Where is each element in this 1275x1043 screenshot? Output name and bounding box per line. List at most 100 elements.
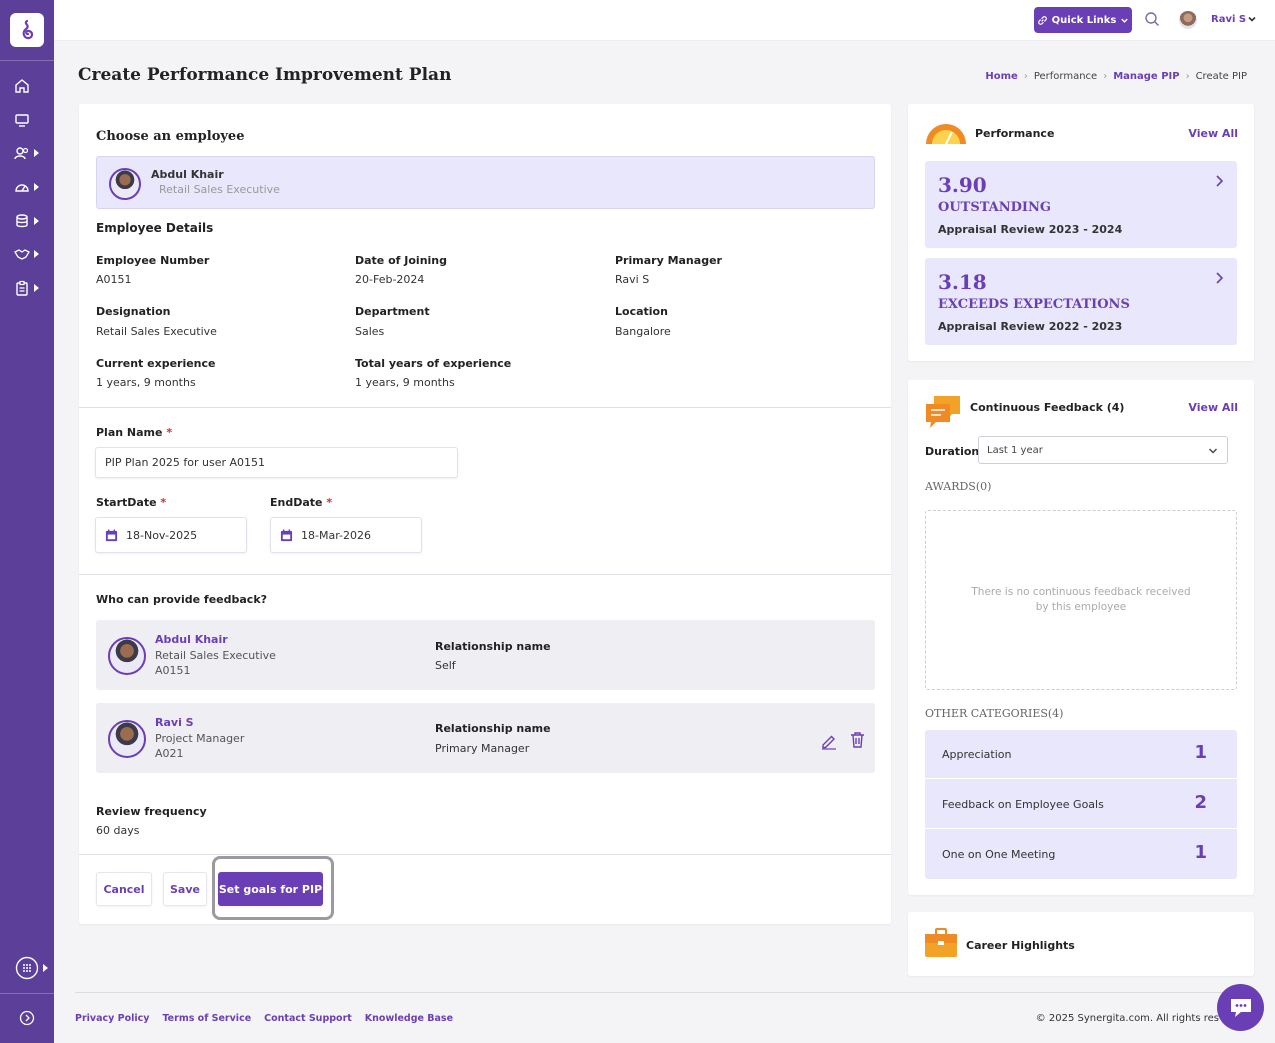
provider-avatar <box>108 637 146 675</box>
expand-arrow-icon <box>19 1010 35 1026</box>
monitor-icon <box>15 114 29 127</box>
category-item[interactable]: Appreciation 1 <box>925 730 1237 779</box>
detail-value: 1 years, 9 months <box>355 376 455 389</box>
sidebar-item-database[interactable] <box>14 210 48 232</box>
relationship-label: Relationship name <box>435 722 551 735</box>
provider-id: A021 <box>155 747 184 760</box>
database-icon <box>16 214 28 228</box>
career-highlights-title: Career Highlights <box>966 939 1075 952</box>
performance-view-all-link[interactable]: View All <box>1188 127 1238 140</box>
career-highlights-card[interactable]: Career Highlights <box>908 912 1254 976</box>
detail-value: 20-Feb-2024 <box>355 273 425 286</box>
chevron-right-icon <box>1216 272 1223 284</box>
detail-value: Retail Sales Executive <box>96 325 217 338</box>
choose-employee-heading: Choose an employee <box>96 129 245 144</box>
sidebar-item-apps[interactable] <box>15 956 49 980</box>
caret-right-icon <box>34 250 39 258</box>
contact-support-link[interactable]: Contact Support <box>264 1013 352 1024</box>
selected-employee-title: Retail Sales Executive <box>159 183 280 196</box>
caret-right-icon <box>34 284 39 292</box>
start-date-label-text: StartDate <box>96 496 157 509</box>
calendar-icon <box>105 528 118 541</box>
pip-form-card: Choose an employee Abdul Khair Retail Sa… <box>79 104 891 924</box>
apps-grid-icon <box>15 956 39 980</box>
user-name[interactable]: Ravi S <box>1211 14 1247 25</box>
chat-icon <box>1230 998 1251 1017</box>
end-date-input[interactable]: 18-Mar-2026 <box>270 517 422 553</box>
quick-links-button[interactable]: Quick Links <box>1034 7 1132 33</box>
knowledge-base-link[interactable]: Knowledge Base <box>364 1013 454 1024</box>
review-rating: EXCEEDS EXPECTATIONS <box>938 297 1130 312</box>
detail-value: 1 years, 9 months <box>96 376 196 389</box>
performance-title: Performance <box>975 127 1055 140</box>
detail-label: Current experience <box>96 357 216 370</box>
user-avatar[interactable] <box>1179 11 1197 29</box>
start-date-value: 18-Nov-2025 <box>126 528 198 542</box>
detail-value: Sales <box>355 325 385 338</box>
breadcrumb-separator: › <box>1023 71 1028 82</box>
breadcrumb-separator: › <box>1185 71 1190 82</box>
provider-title: Project Manager <box>155 732 245 745</box>
home-icon <box>15 79 29 93</box>
caret-right-icon <box>43 964 48 972</box>
category-item[interactable]: One on One Meeting 1 <box>925 830 1237 879</box>
search-button[interactable] <box>1144 11 1160 30</box>
category-item[interactable]: Feedback on Employee Goals 2 <box>925 780 1237 829</box>
app-logo[interactable] <box>10 13 44 47</box>
employee-selector[interactable]: Abdul Khair Retail Sales Executive <box>96 156 875 209</box>
breadcrumb-manage-pip[interactable]: Manage PIP <box>1113 71 1180 82</box>
user-menu-chevron[interactable] <box>1247 14 1257 27</box>
edit-icon[interactable] <box>820 732 838 750</box>
duration-select[interactable]: Last 1 year <box>978 436 1228 464</box>
provider-id: A0151 <box>155 664 191 677</box>
chat-widget-button[interactable] <box>1217 984 1264 1031</box>
breadcrumb-create-pip: Create PIP <box>1195 71 1247 82</box>
breadcrumb: Home › Performance › Manage PIP › Create… <box>985 71 1247 82</box>
performance-card: Performance View All 3.90 OUTSTANDING Ap… <box>908 104 1254 361</box>
privacy-policy-link[interactable]: Privacy Policy <box>75 1013 150 1024</box>
copyright-text: © 2025 Synergita.com. All rights res <box>1035 1013 1219 1024</box>
top-bar: Quick Links Ravi S <box>54 0 1275 41</box>
feedback-provider-row: Ravi S Project Manager A021 Relationship… <box>96 703 875 773</box>
relationship-value: Primary Manager <box>435 742 530 755</box>
footer-divider <box>75 992 1255 993</box>
sidebar-item-performance[interactable] <box>14 176 48 198</box>
cancel-button[interactable]: Cancel <box>96 872 152 906</box>
required-mark: * <box>166 426 173 439</box>
relationship-value: Self <box>435 659 456 672</box>
calendar-icon <box>280 528 293 541</box>
sidebar-expand-button[interactable] <box>19 1007 53 1029</box>
feedback-chat-icon <box>926 396 960 428</box>
provider-name[interactable]: Abdul Khair <box>155 633 228 646</box>
briefcase-icon <box>925 928 957 957</box>
review-cycle: Appraisal Review 2022 - 2023 <box>938 320 1123 333</box>
terms-link[interactable]: Terms of Service <box>162 1013 252 1024</box>
delete-icon[interactable] <box>849 731 866 749</box>
start-date-input[interactable]: 18-Nov-2025 <box>95 517 247 553</box>
breadcrumb-home[interactable]: Home <box>985 71 1018 82</box>
detail-label: Department <box>355 305 430 318</box>
sidebar-divider <box>0 60 54 61</box>
chevron-right-icon <box>1216 175 1223 187</box>
performance-review-item[interactable]: 3.18 EXCEEDS EXPECTATIONS Appraisal Revi… <box>925 258 1237 345</box>
category-name: Feedback on Employee Goals <box>942 798 1104 811</box>
detail-label: Total years of experience <box>355 357 512 370</box>
save-button[interactable]: Save <box>163 872 207 906</box>
set-goals-button[interactable]: Set goals for PIP <box>218 872 323 906</box>
review-score: 3.18 <box>938 270 987 294</box>
sidebar-item-home[interactable] <box>14 75 48 97</box>
provider-name[interactable]: Ravi S <box>155 716 194 729</box>
sidebar-item-dashboard[interactable] <box>14 109 48 131</box>
detail-label: Primary Manager <box>615 254 722 267</box>
footer-links: Privacy Policy Terms of Service Contact … <box>75 1013 453 1024</box>
duration-value: Last 1 year <box>987 444 1043 456</box>
feedback-view-all-link[interactable]: View All <box>1188 401 1238 414</box>
sidebar-divider <box>0 993 54 994</box>
sidebar-item-reports[interactable] <box>14 277 48 299</box>
performance-review-item[interactable]: 3.90 OUTSTANDING Appraisal Review 2023 -… <box>925 161 1237 248</box>
sidebar-item-engagement[interactable] <box>14 243 48 265</box>
handshake-icon <box>14 249 30 260</box>
plan-name-input[interactable]: PIP Plan 2025 for user A0151 <box>95 447 458 478</box>
detail-label: Designation <box>96 305 171 318</box>
sidebar-item-people[interactable] <box>14 142 48 164</box>
